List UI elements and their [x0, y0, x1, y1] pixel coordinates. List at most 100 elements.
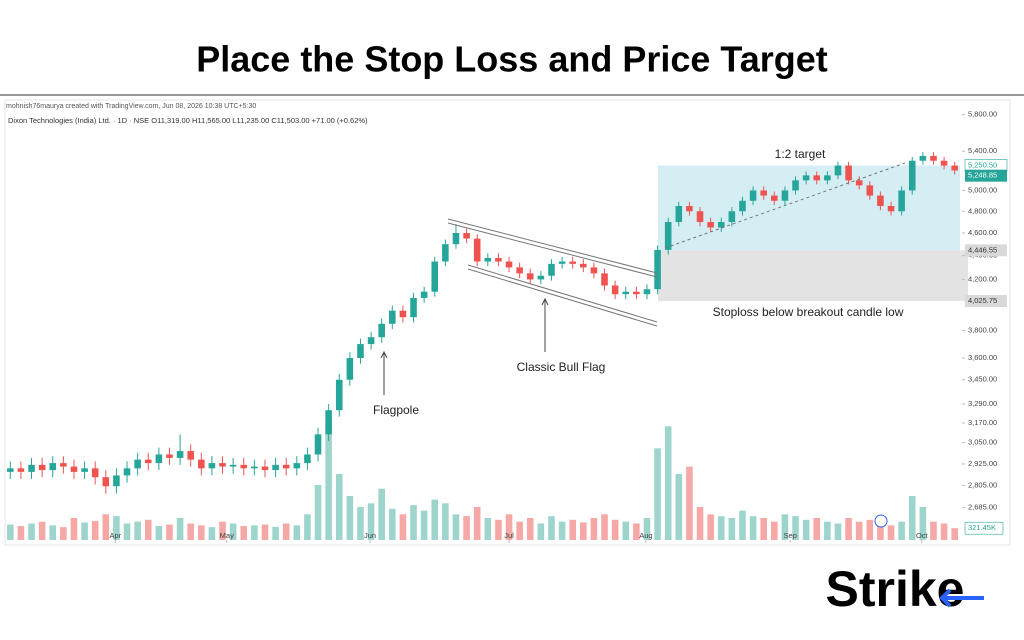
candle-body [908, 160, 916, 191]
candle-body [7, 468, 14, 472]
candle-body [229, 464, 237, 467]
candle-body [601, 273, 608, 286]
volume-bar [707, 514, 714, 540]
candle-body [208, 463, 216, 469]
candle-body [760, 190, 767, 196]
volume-bar [516, 521, 523, 540]
volume-bar [569, 519, 576, 540]
volume-bar [187, 523, 194, 540]
volume-bar [558, 521, 566, 540]
volume-bar [113, 516, 120, 540]
price-tag [965, 244, 1007, 257]
volume-bar [792, 516, 799, 540]
candle-body [240, 464, 248, 469]
trend-dash [664, 162, 906, 249]
candle-body [696, 211, 704, 223]
volume-bar [908, 496, 916, 540]
volume-bar [7, 524, 14, 540]
flag-channel [447, 218, 658, 327]
candle-body [739, 200, 746, 212]
candle-body [802, 175, 810, 181]
volume-bar [813, 518, 821, 540]
candle-body [473, 238, 481, 262]
candle-body [887, 205, 895, 212]
candle-body [866, 185, 874, 196]
y-tick-label: 3,800.00 [968, 325, 997, 334]
volume-bar [951, 528, 958, 540]
candle-body [70, 466, 78, 472]
candle-body [930, 155, 937, 161]
volume-bar [28, 523, 35, 540]
x-tick-label: Jun [364, 531, 376, 540]
candle-body [219, 463, 226, 467]
volume-bar [261, 524, 269, 540]
volume-bar [728, 518, 736, 540]
candle-body [155, 454, 163, 464]
volume-bar [463, 516, 470, 540]
candle-body [389, 310, 396, 324]
volume-bar [166, 524, 173, 540]
candle-body [898, 190, 905, 212]
y-tick-label: 3,290.00 [968, 399, 997, 408]
volume-bar [473, 507, 481, 540]
x-tick-label: Sep [784, 531, 797, 540]
candle-body [357, 344, 364, 359]
volume-bar [590, 518, 598, 540]
candle-body [49, 463, 57, 471]
x-tick-label: Apr [110, 531, 122, 540]
volume-bar [643, 518, 651, 540]
candle-body [261, 466, 269, 471]
volume-bar [675, 474, 683, 540]
candle-body [113, 475, 120, 487]
candle-body [548, 263, 555, 276]
price-tag-label: 4,025.75 [968, 296, 997, 305]
y-tick-label: 3,600.00 [968, 353, 997, 362]
candle-body [176, 451, 184, 458]
annotation: 1:2 target [775, 147, 826, 161]
candle-body [325, 410, 332, 435]
volume-bar [580, 522, 587, 540]
candle-body [17, 468, 25, 472]
volume-bar [802, 519, 810, 540]
candle-body [505, 261, 513, 268]
volume-bar [346, 496, 354, 540]
volume-bar [325, 426, 332, 540]
volume-bar [198, 525, 205, 540]
y-tick-label: 3,050.00 [968, 438, 997, 447]
volume-bar [866, 519, 874, 540]
candle-body [134, 459, 141, 469]
y-tick-label: 4,600.00 [968, 228, 997, 237]
candle-body [187, 451, 194, 460]
candle-body [484, 257, 492, 262]
candle-body [293, 463, 301, 469]
y-tick-label: 3,450.00 [968, 375, 997, 384]
volume-bar [420, 510, 428, 540]
volume-bar [834, 523, 842, 540]
volume-bar [452, 514, 460, 540]
volume-bar [49, 525, 57, 540]
candle-body [686, 205, 693, 212]
volume-bar [314, 485, 322, 540]
y-tick-label: 4,200.00 [968, 274, 997, 283]
x-tick-label: Aug [639, 531, 652, 540]
candle-body [813, 175, 821, 181]
candle-body [749, 190, 757, 201]
candle-body [28, 464, 35, 472]
volume-bar [717, 516, 725, 540]
dividend-icon[interactable] [874, 514, 888, 528]
candle-body [198, 459, 205, 469]
volume-bar [760, 518, 767, 540]
candle-body [346, 358, 354, 380]
volume-bar [272, 526, 279, 540]
candle-body [717, 222, 725, 228]
y-tick-label: 5,000.00 [968, 185, 997, 194]
volume-bar [176, 518, 184, 540]
y-tick-label: 2,685.00 [968, 503, 997, 512]
candle-body [590, 267, 598, 274]
volume-bar [38, 521, 46, 540]
volume-bar [282, 523, 290, 540]
volume-bar [219, 521, 226, 540]
volume-bar [410, 505, 417, 540]
candle-body [919, 155, 927, 161]
